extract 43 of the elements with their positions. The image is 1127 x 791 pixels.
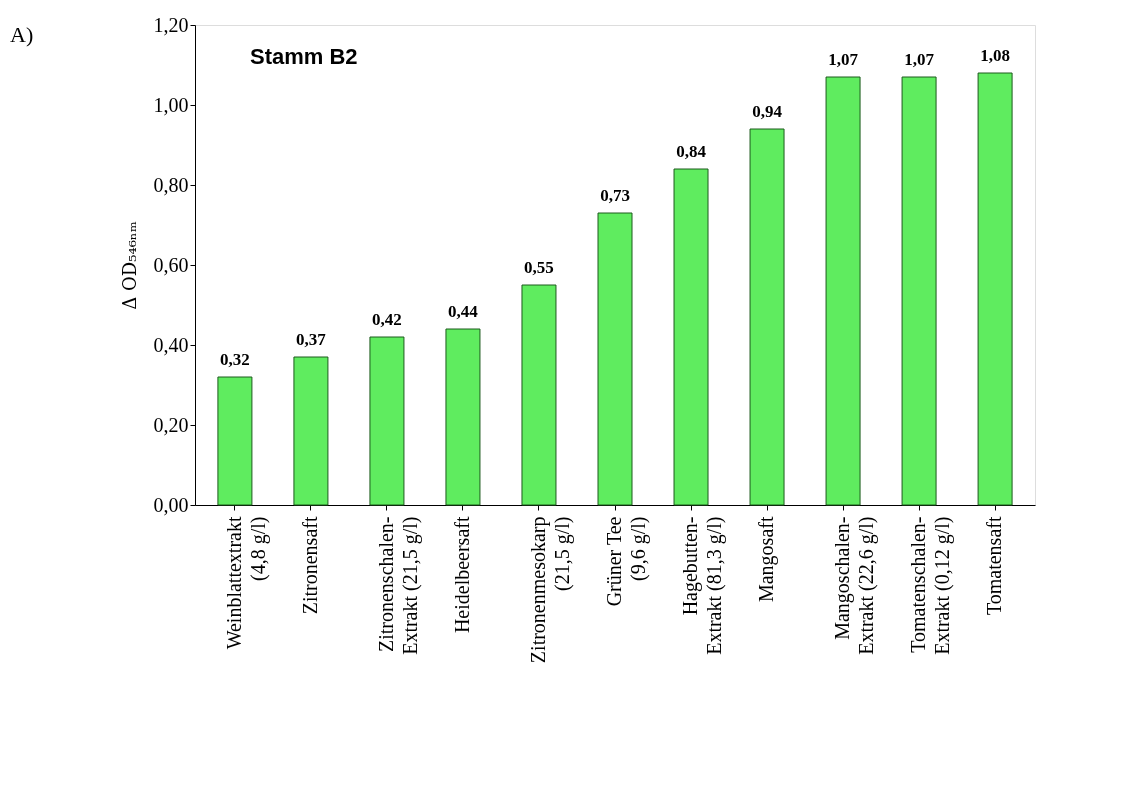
- data-label: 0,84: [676, 142, 707, 161]
- x-tick-label: Tomatensaft: [983, 516, 1006, 616]
- x-tick-label: Mangoschalen- Extrakt (22,6 g/l): [831, 516, 879, 655]
- text: Stamm B2: [250, 44, 358, 69]
- x-tick-label: Zitronenschalen- Extrakt (21,5 g/l): [374, 516, 422, 655]
- x-tick-label: Weinblattextrakt (4,8 g/l): [222, 516, 270, 650]
- data-label: 0,37: [296, 330, 327, 349]
- y-axis-title: Δ OD₅₄₆ₙₘ: [118, 221, 140, 310]
- y-tick-label: 0,40: [153, 333, 189, 356]
- bar: [977, 72, 1013, 506]
- data-label: 1,07: [904, 50, 935, 69]
- bar: [749, 128, 785, 506]
- bar: [673, 168, 709, 506]
- bar: [901, 76, 937, 506]
- bar: [369, 336, 405, 506]
- x-tick-label: Tomatenschalen- Extrakt (0,12 g/l): [907, 516, 955, 655]
- data-label: 0,94: [752, 102, 783, 121]
- data-label: 0,44: [448, 302, 479, 321]
- data-label: 1,07: [828, 50, 859, 69]
- y-tick-label: 0,80: [153, 173, 189, 196]
- x-tick-label: Grüner Tee (9,6 g/l): [603, 516, 650, 607]
- y-tick-label: 1,20: [153, 13, 189, 36]
- data-label: 0,32: [220, 350, 250, 369]
- data-label: 0,55: [524, 258, 554, 277]
- x-tick-label: Hagebutten- Extrakt (81,3 g/l): [679, 516, 727, 655]
- data-label: 1,08: [980, 46, 1010, 65]
- y-tick-label: 0,60: [153, 253, 189, 276]
- bar: [521, 284, 557, 506]
- data-label: 0,42: [372, 310, 402, 329]
- x-tick-label: Heidelbeersaft: [450, 516, 473, 634]
- bar: [293, 356, 329, 506]
- y-tick-label: 0,00: [153, 493, 189, 516]
- x-tick-label: Zitronensaft: [298, 516, 321, 615]
- x-tick-label: Mangosaft: [755, 516, 779, 603]
- text: A): [10, 22, 34, 47]
- data-label: 0,73: [600, 186, 630, 205]
- y-tick-label: 1,00: [153, 93, 189, 116]
- bar: [825, 76, 861, 506]
- bar: [445, 328, 481, 506]
- bar: [597, 212, 633, 506]
- y-tick-label: 0,20: [153, 413, 189, 436]
- x-tick-label: Zitronenmesokarp (21,5 g/l): [526, 516, 574, 664]
- bar: [217, 376, 253, 506]
